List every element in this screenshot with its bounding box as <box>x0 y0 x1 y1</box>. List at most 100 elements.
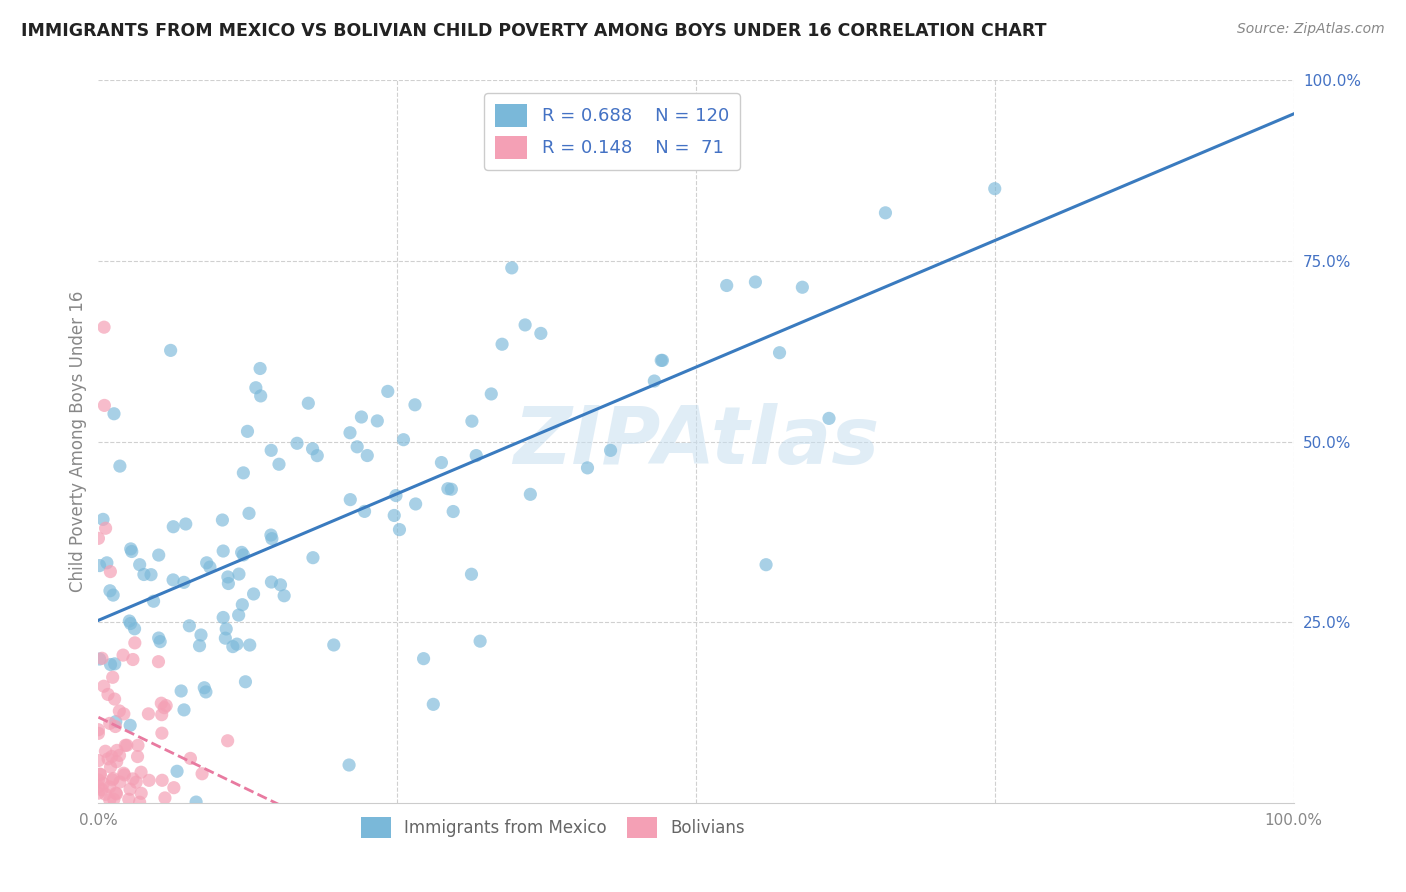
Point <box>87 772 110 787</box>
Point <box>97 752 120 766</box>
Point <box>120 718 142 732</box>
Point <box>108 704 131 718</box>
Point <box>89 652 111 666</box>
Point <box>228 567 250 582</box>
Point <box>93 398 115 412</box>
Legend: Immigrants from Mexico, Bolivians: Immigrants from Mexico, Bolivians <box>354 810 751 845</box>
Point <box>385 489 408 503</box>
Point <box>599 443 621 458</box>
Point <box>98 565 122 579</box>
Point <box>461 414 484 428</box>
Point <box>100 760 122 774</box>
Point <box>768 345 790 359</box>
Point <box>127 739 149 753</box>
Point <box>120 616 142 631</box>
Point <box>150 707 173 722</box>
Point <box>716 278 738 293</box>
Y-axis label: Child Poverty Among Boys Under 16: Child Poverty Among Boys Under 16 <box>69 291 87 592</box>
Point <box>530 326 553 341</box>
Point <box>875 206 897 220</box>
Point <box>162 520 184 534</box>
Point <box>112 706 135 721</box>
Text: Source: ZipAtlas.com: Source: ZipAtlas.com <box>1237 22 1385 37</box>
Point <box>273 589 295 603</box>
Point <box>121 544 143 558</box>
Point <box>984 182 1007 196</box>
Point <box>191 766 214 780</box>
Point <box>297 396 319 410</box>
Point <box>285 436 308 450</box>
Point <box>149 634 172 648</box>
Point <box>163 780 186 795</box>
Point <box>97 687 120 701</box>
Point <box>98 780 121 794</box>
Point <box>170 684 193 698</box>
Point <box>129 786 152 800</box>
Text: ZIPAtlas: ZIPAtlas <box>513 402 879 481</box>
Point <box>108 775 131 789</box>
Point <box>249 389 271 403</box>
Point <box>437 482 460 496</box>
Point <box>228 608 250 623</box>
Point <box>491 337 513 351</box>
Point <box>392 433 415 447</box>
Point <box>94 787 117 801</box>
Point <box>179 619 201 633</box>
Point <box>94 744 117 758</box>
Point <box>217 733 239 747</box>
Point <box>174 516 197 531</box>
Point <box>166 764 188 779</box>
Point <box>339 492 361 507</box>
Point <box>651 353 673 368</box>
Point <box>150 696 173 710</box>
Point <box>118 782 141 797</box>
Point <box>112 648 135 662</box>
Point <box>142 594 165 608</box>
Point <box>501 260 523 275</box>
Point <box>236 425 259 439</box>
Point <box>139 567 162 582</box>
Point <box>105 743 128 757</box>
Point <box>159 343 181 358</box>
Point <box>302 550 325 565</box>
Point <box>89 558 111 573</box>
Point <box>94 521 117 535</box>
Point <box>128 558 150 572</box>
Point <box>138 706 160 721</box>
Point <box>184 795 207 809</box>
Point <box>104 786 127 800</box>
Point <box>212 544 235 558</box>
Point <box>353 504 375 518</box>
Point <box>104 692 127 706</box>
Point <box>217 570 239 584</box>
Point <box>91 512 114 526</box>
Text: IMMIGRANTS FROM MEXICO VS BOLIVIAN CHILD POVERTY AMONG BOYS UNDER 16 CORRELATION: IMMIGRANTS FROM MEXICO VS BOLIVIAN CHILD… <box>21 22 1046 40</box>
Point <box>226 637 249 651</box>
Point <box>235 674 257 689</box>
Point <box>405 497 427 511</box>
Point <box>112 766 135 780</box>
Point <box>270 578 292 592</box>
Point <box>214 631 236 645</box>
Point <box>91 651 114 665</box>
Point <box>105 787 128 801</box>
Point <box>124 622 146 636</box>
Point <box>422 698 444 712</box>
Point <box>260 443 283 458</box>
Point <box>89 767 111 781</box>
Point <box>87 754 110 768</box>
Point <box>89 767 111 781</box>
Point <box>366 414 388 428</box>
Point <box>173 703 195 717</box>
Point <box>231 545 253 559</box>
Point <box>249 361 271 376</box>
Point <box>260 528 283 542</box>
Point <box>356 449 378 463</box>
Point <box>179 751 201 765</box>
Point <box>118 792 141 806</box>
Point <box>211 513 233 527</box>
Point <box>138 773 160 788</box>
Point <box>337 758 360 772</box>
Point <box>232 466 254 480</box>
Point <box>460 567 482 582</box>
